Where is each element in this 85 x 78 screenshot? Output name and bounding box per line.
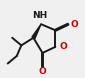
Text: O: O — [39, 67, 46, 76]
Text: O: O — [59, 42, 67, 51]
Text: O: O — [70, 20, 78, 29]
Polygon shape — [32, 24, 41, 39]
Text: NH: NH — [32, 11, 47, 20]
